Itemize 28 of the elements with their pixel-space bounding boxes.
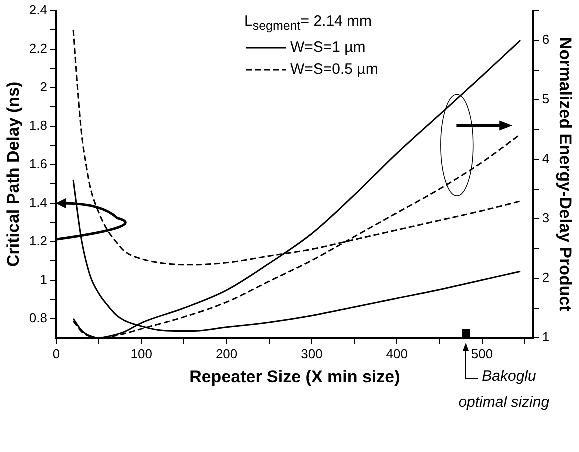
y2-tick-label: 3 <box>542 210 550 226</box>
y-tick-label: 1.6 <box>29 156 48 172</box>
y-tick-label: 2 <box>40 79 48 94</box>
x-tick-label: 400 <box>386 346 408 362</box>
y-tick-label: 1.4 <box>29 194 48 210</box>
text: Bakoglu optimal sizing <box>458 368 550 411</box>
y2-tick-label: 2 <box>542 270 550 286</box>
y2-tick-label: 1 <box>542 330 550 345</box>
x-tick-label: 500 <box>471 346 494 362</box>
y-tick-label: 0.8 <box>29 310 48 326</box>
x-axis-title: Repeater Size (X min size) <box>190 367 400 386</box>
legend-title: L$_{segment}$= 2.14 mm <box>244 12 374 35</box>
y2-axis-title: Normalized Energy-Delay Product <box>556 37 576 312</box>
y2-tick-label: 5 <box>542 92 550 107</box>
y-tick-label: 1.8 <box>29 118 48 133</box>
x-tick-label: 100 <box>130 346 152 362</box>
y-tick-label: 2.2 <box>29 40 48 56</box>
legend-label: W=S=1 µm <box>290 38 366 58</box>
y-tick-label: 2.4 <box>29 2 48 18</box>
x-tick-label: 300 <box>301 346 323 362</box>
y-axis-title: Critical Path Delay (ns) <box>4 82 23 267</box>
y-tick-label: 1 <box>40 272 48 287</box>
x-tick-label: 200 <box>216 346 238 362</box>
y2-tick-label: 6 <box>542 32 550 48</box>
x-tick-label: 0 <box>52 346 60 362</box>
y-tick-label: 1.2 <box>29 233 48 248</box>
y2-tick-label: 4 <box>542 151 550 166</box>
legend-label: W=S=0.5 µm <box>290 60 378 80</box>
